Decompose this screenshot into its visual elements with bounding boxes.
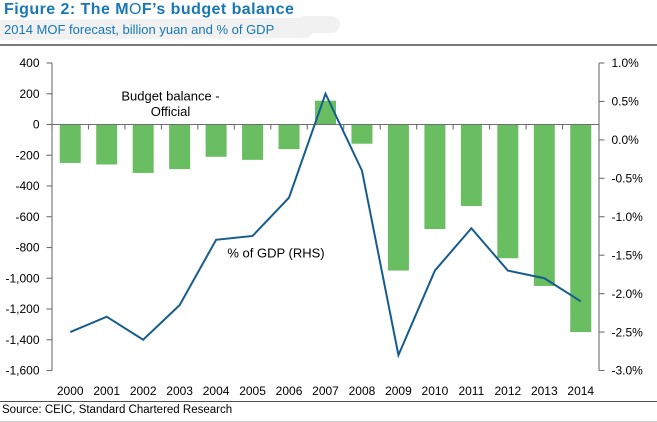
bar-2000 — [59, 124, 81, 163]
right-axis-label-0.5%: 0.5% — [612, 95, 640, 109]
x-axis-label-2010: 2010 — [422, 384, 449, 398]
x-axis-label-2003: 2003 — [166, 384, 193, 398]
x-axis-label-2007: 2007 — [312, 384, 339, 398]
x-axis-label-2001: 2001 — [93, 384, 120, 398]
x-axis-label-2008: 2008 — [349, 384, 376, 398]
x-axis-label-2012: 2012 — [494, 384, 521, 398]
bar-2012 — [497, 124, 519, 259]
bar-2001 — [96, 124, 118, 165]
left-axis-label-200: 200 — [19, 87, 39, 101]
bar-2010 — [424, 124, 446, 230]
bar-series-label-line-1: Official — [151, 104, 191, 119]
bottom-rule — [0, 420, 657, 422]
bar-2013 — [533, 124, 555, 286]
figure-title-prefix: Figure 2: The M — [4, 1, 129, 18]
source-note: Source: CEIC, Standard Chartered Researc… — [2, 403, 233, 416]
header-rule — [0, 43, 657, 46]
left-axis-label--1,600: -1,600 — [5, 364, 39, 378]
bar-2006 — [278, 124, 300, 150]
figure-title: Figure 2: The MOF’s budget balance — [4, 1, 294, 19]
left-axis-label--1,000: -1,000 — [5, 271, 39, 285]
bar-2003 — [169, 124, 191, 170]
right-axis-label--2.5%: -2.5% — [612, 325, 644, 339]
x-axis-label-2000: 2000 — [57, 384, 84, 398]
left-axis-label--1,400: -1,400 — [5, 333, 39, 347]
footer-rule — [0, 400, 657, 403]
right-axis-label--1.5%: -1.5% — [612, 248, 644, 262]
left-axis-label--400: -400 — [15, 179, 39, 193]
x-axis-label-2013: 2013 — [531, 384, 558, 398]
left-axis-label--1,200: -1,200 — [5, 302, 39, 316]
left-axis — [46, 62, 53, 372]
right-axis-label--2.0%: -2.0% — [612, 287, 644, 301]
bar-2009 — [387, 124, 409, 271]
x-axis-label-2009: 2009 — [385, 384, 412, 398]
highlight-smudge-end — [296, 16, 340, 33]
x-axis-label-2006: 2006 — [276, 384, 303, 398]
x-axis-label-2002: 2002 — [130, 384, 157, 398]
right-axis-label-0.0%: 0.0% — [612, 133, 640, 147]
right-axis-label--3.0%: -3.0% — [612, 364, 644, 378]
left-axis-label--600: -600 — [15, 210, 39, 224]
bar-2005 — [242, 124, 264, 160]
figure-title-thin-o: O — [128, 1, 142, 18]
right-axis-label--0.5%: -0.5% — [612, 172, 644, 186]
left-axis-label-0: 0 — [33, 118, 40, 132]
x-axis-label-2014: 2014 — [567, 384, 594, 398]
figure-title-suffix: F’s budget balance — [141, 1, 295, 18]
x-axis-label-2004: 2004 — [203, 384, 230, 398]
x-axis-label-2005: 2005 — [239, 384, 266, 398]
bar-series — [59, 100, 592, 333]
bar-2011 — [460, 124, 482, 206]
left-axis-label--200: -200 — [15, 148, 39, 162]
line-series-label-line-0: % of GDP (RHS) — [227, 246, 324, 261]
x-axis-label-2011: 2011 — [458, 384, 484, 398]
bar-series-label-line-0: Budget balance - — [121, 89, 219, 104]
right-axis-label-1.0%: 1.0% — [612, 56, 640, 70]
left-axis-label--800: -800 — [15, 241, 39, 255]
bar-2004 — [205, 124, 227, 157]
right-axis — [598, 62, 605, 372]
right-axis-label--1.0%: -1.0% — [612, 210, 644, 224]
figure-subtitle: 2014 MOF forecast, billion yuan and % of… — [4, 22, 275, 37]
bar-2002 — [132, 124, 154, 173]
bar-2014 — [570, 124, 592, 333]
gdp-line — [69, 91, 582, 359]
bar-2008 — [351, 124, 373, 144]
left-axis-label-400: 400 — [19, 56, 39, 70]
